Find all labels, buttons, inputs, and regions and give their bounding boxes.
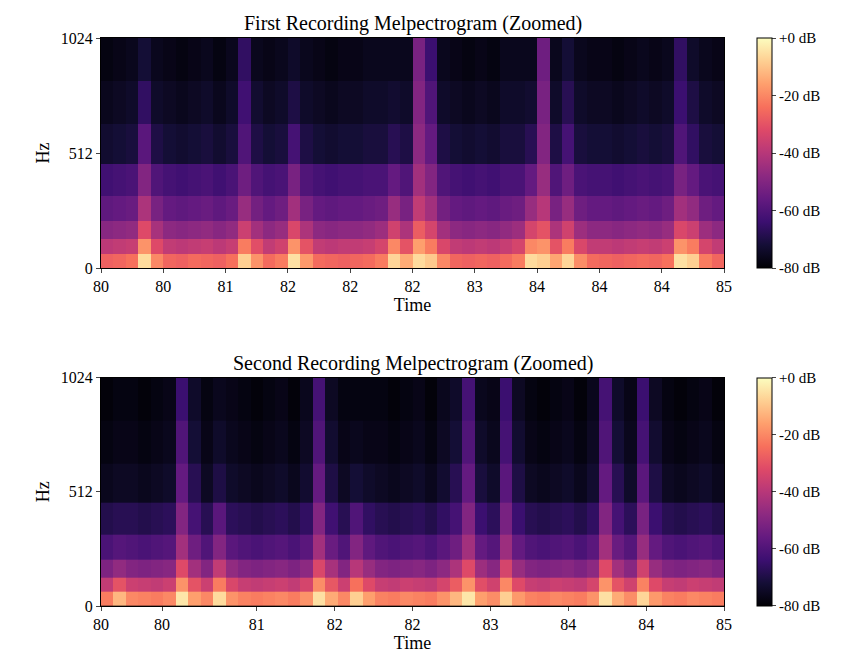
svg-text:80: 80: [155, 278, 171, 295]
svg-text:84: 84: [529, 278, 545, 295]
svg-text:Second Recording Melpectrogram: Second Recording Melpectrogram (Zoomed): [233, 352, 593, 375]
svg-text:Hz: Hz: [33, 143, 53, 164]
svg-text:84: 84: [591, 278, 607, 295]
svg-text:First Recording Melpectrogram: First Recording Melpectrogram (Zoomed): [244, 12, 582, 35]
svg-text:80: 80: [154, 616, 170, 633]
svg-text:0: 0: [85, 598, 93, 615]
svg-text:-40 dB: -40 dB: [779, 484, 820, 500]
svg-text:84: 84: [654, 278, 670, 295]
svg-text:512: 512: [69, 145, 93, 162]
svg-text:81: 81: [249, 616, 265, 633]
svg-text:82: 82: [405, 278, 421, 295]
svg-text:+0 dB: +0 dB: [779, 30, 816, 46]
svg-text:1024: 1024: [61, 30, 93, 47]
svg-text:+0 dB: +0 dB: [779, 370, 816, 386]
svg-text:-80 dB: -80 dB: [779, 260, 820, 276]
svg-text:82: 82: [405, 616, 421, 633]
svg-text:0: 0: [85, 260, 93, 277]
svg-text:1024: 1024: [61, 369, 93, 386]
svg-text:Hz: Hz: [33, 481, 53, 502]
svg-text:82: 82: [280, 278, 296, 295]
svg-text:85: 85: [716, 278, 732, 295]
svg-text:Time: Time: [394, 633, 431, 653]
svg-text:84: 84: [638, 616, 654, 633]
svg-text:84: 84: [560, 616, 576, 633]
svg-text:82: 82: [342, 278, 358, 295]
svg-text:-60 dB: -60 dB: [779, 541, 820, 557]
svg-text:85: 85: [716, 616, 732, 633]
svg-text:Time: Time: [394, 295, 431, 315]
svg-text:-80 dB: -80 dB: [779, 598, 820, 614]
svg-text:83: 83: [467, 278, 483, 295]
svg-text:512: 512: [69, 483, 93, 500]
svg-text:81: 81: [218, 278, 234, 295]
svg-text:83: 83: [482, 616, 498, 633]
svg-text:-40 dB: -40 dB: [779, 145, 820, 161]
svg-text:82: 82: [327, 616, 343, 633]
svg-text:80: 80: [93, 278, 109, 295]
svg-text:-60 dB: -60 dB: [779, 203, 820, 219]
svg-text:-20 dB: -20 dB: [779, 427, 820, 443]
svg-text:-20 dB: -20 dB: [779, 88, 820, 104]
svg-text:80: 80: [93, 616, 109, 633]
